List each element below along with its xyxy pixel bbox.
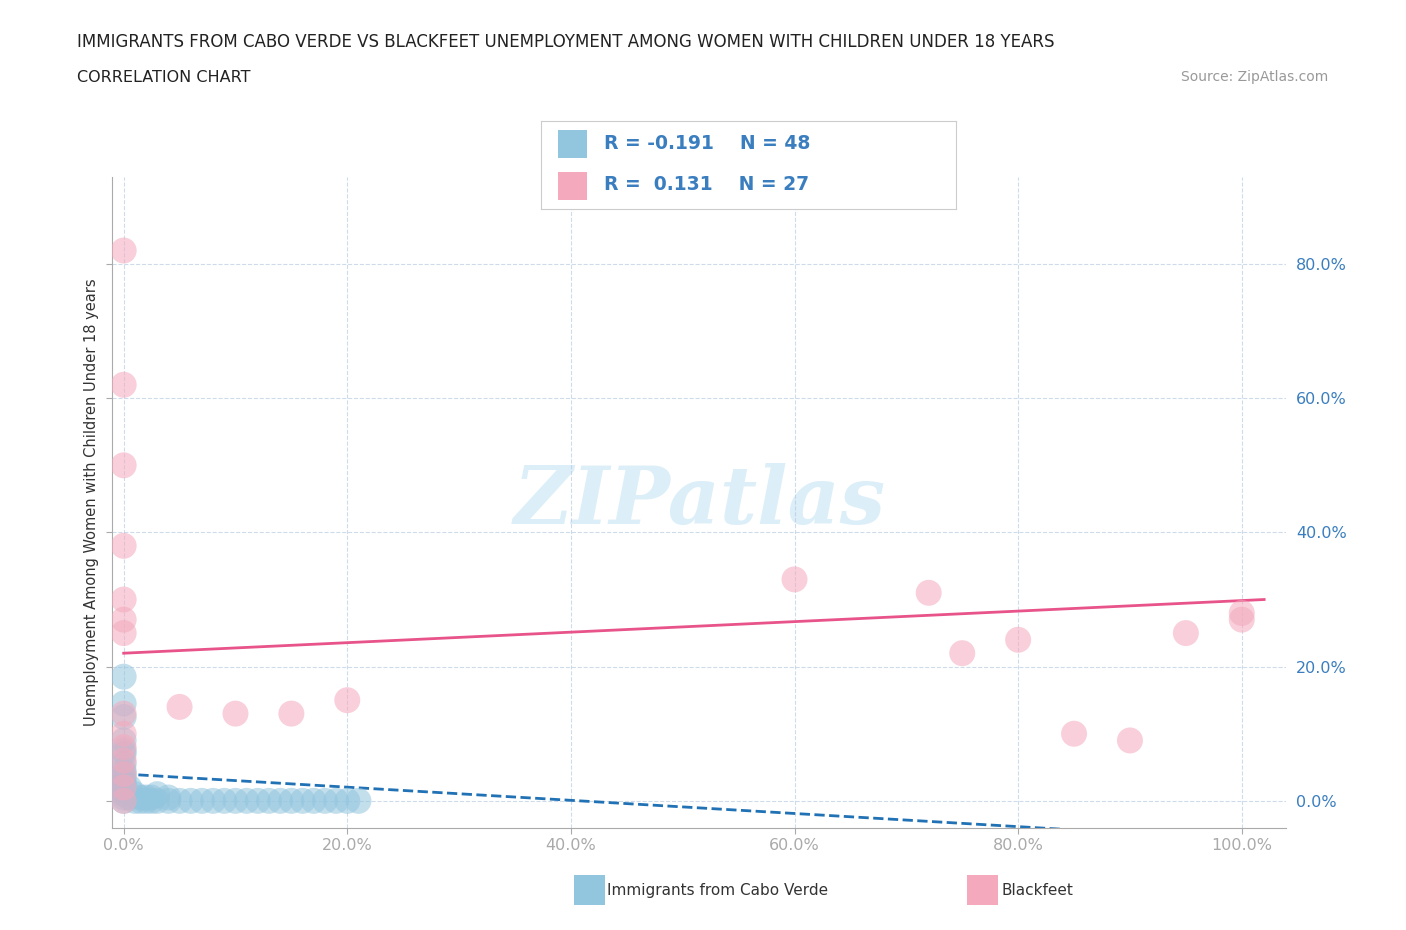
Point: [112, 592, 135, 607]
Point: [146, 787, 169, 802]
Point: [112, 726, 135, 741]
Point: [112, 756, 135, 771]
Point: [336, 793, 359, 808]
FancyBboxPatch shape: [558, 130, 586, 158]
Point: [112, 764, 135, 778]
Point: [112, 780, 135, 795]
Point: [1230, 605, 1253, 620]
Point: [1007, 632, 1029, 647]
Point: [112, 626, 135, 641]
Point: [118, 790, 141, 805]
Point: [112, 787, 135, 802]
Text: Source: ZipAtlas.com: Source: ZipAtlas.com: [1181, 70, 1329, 84]
Point: [141, 793, 163, 808]
Point: [783, 572, 806, 587]
Text: R = -0.191    N = 48: R = -0.191 N = 48: [603, 134, 810, 153]
Point: [112, 747, 135, 762]
Point: [291, 793, 314, 808]
Text: CORRELATION CHART: CORRELATION CHART: [77, 70, 250, 85]
Point: [124, 787, 146, 802]
Point: [112, 790, 135, 805]
Point: [224, 793, 246, 808]
Point: [112, 793, 135, 808]
Point: [302, 793, 325, 808]
Point: [191, 793, 214, 808]
Point: [1174, 626, 1197, 641]
Point: [112, 696, 135, 711]
Text: R =  0.131    N = 27: R = 0.131 N = 27: [603, 176, 808, 194]
Point: [169, 793, 191, 808]
Point: [112, 710, 135, 724]
Point: [347, 793, 370, 808]
Point: [112, 733, 135, 748]
Point: [257, 793, 280, 808]
Point: [169, 699, 191, 714]
Point: [112, 766, 135, 781]
Point: [950, 645, 973, 660]
Point: [135, 793, 157, 808]
Point: [325, 793, 347, 808]
Point: [269, 793, 291, 808]
Point: [112, 777, 135, 791]
Point: [246, 793, 269, 808]
Point: [112, 793, 135, 808]
Text: IMMIGRANTS FROM CABO VERDE VS BLACKFEET UNEMPLOYMENT AMONG WOMEN WITH CHILDREN U: IMMIGRANTS FROM CABO VERDE VS BLACKFEET …: [77, 33, 1054, 50]
Point: [112, 538, 135, 553]
Point: [129, 790, 152, 805]
Point: [235, 793, 257, 808]
Point: [112, 743, 135, 758]
Point: [224, 706, 246, 721]
Point: [112, 780, 135, 795]
Point: [280, 706, 302, 721]
Point: [112, 766, 135, 781]
Point: [1063, 726, 1085, 741]
Text: Blackfeet: Blackfeet: [1001, 883, 1073, 897]
Point: [112, 378, 135, 392]
Point: [1230, 612, 1253, 627]
Point: [280, 793, 302, 808]
Point: [112, 670, 135, 684]
Point: [124, 793, 146, 808]
Point: [112, 612, 135, 627]
Point: [112, 458, 135, 472]
Point: [157, 793, 180, 808]
Point: [314, 793, 336, 808]
Point: [112, 773, 135, 788]
Point: [336, 693, 359, 708]
Point: [112, 753, 135, 768]
Text: ZIPatlas: ZIPatlas: [513, 463, 886, 541]
Y-axis label: Unemployment Among Women with Children Under 18 years: Unemployment Among Women with Children U…: [83, 278, 98, 726]
Point: [214, 793, 236, 808]
Point: [112, 783, 135, 798]
Point: [118, 780, 141, 795]
Point: [180, 793, 202, 808]
Point: [146, 793, 169, 808]
Point: [918, 585, 941, 600]
Point: [135, 790, 157, 805]
Point: [112, 706, 135, 721]
Point: [157, 790, 180, 805]
Point: [112, 243, 135, 258]
Text: Immigrants from Cabo Verde: Immigrants from Cabo Verde: [607, 883, 828, 897]
Point: [1119, 733, 1142, 748]
Point: [129, 793, 152, 808]
Point: [202, 793, 225, 808]
FancyBboxPatch shape: [558, 172, 586, 201]
Point: [141, 790, 163, 805]
Point: [112, 739, 135, 754]
Point: [112, 770, 135, 785]
